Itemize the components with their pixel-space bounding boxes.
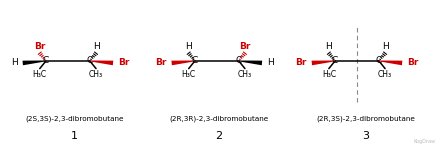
Text: (2R,3R)-2,3-dibromobutane: (2R,3R)-2,3-dibromobutane — [170, 116, 268, 122]
Text: CH₃: CH₃ — [89, 70, 103, 79]
Polygon shape — [22, 60, 46, 65]
Text: Br: Br — [155, 58, 166, 67]
Text: H: H — [185, 42, 192, 51]
Polygon shape — [239, 60, 262, 65]
Polygon shape — [379, 60, 403, 65]
Text: (2S,3S)-2,3-dibromobutane: (2S,3S)-2,3-dibromobutane — [25, 116, 124, 122]
Text: 1: 1 — [71, 131, 78, 141]
Text: H: H — [325, 42, 332, 51]
Polygon shape — [171, 60, 195, 65]
Text: C: C — [236, 56, 242, 65]
Text: H₃C: H₃C — [33, 70, 47, 79]
Text: Br: Br — [118, 58, 130, 67]
Text: C: C — [332, 56, 338, 65]
Text: H: H — [11, 58, 18, 67]
Text: H₃C: H₃C — [182, 70, 196, 79]
Text: H: H — [93, 42, 99, 51]
Text: C: C — [376, 56, 382, 65]
Polygon shape — [311, 60, 335, 65]
Text: 3: 3 — [362, 131, 369, 141]
Text: CH₃: CH₃ — [238, 70, 252, 79]
Text: KogDraw: KogDraw — [414, 139, 436, 144]
Text: CH₃: CH₃ — [378, 70, 392, 79]
Text: Br: Br — [407, 58, 419, 67]
Text: C: C — [192, 56, 198, 65]
Text: H: H — [267, 58, 274, 67]
Polygon shape — [90, 60, 113, 65]
Text: C: C — [87, 56, 93, 65]
Text: (2R,3S)-2,3-dibromobutane: (2R,3S)-2,3-dibromobutane — [316, 116, 415, 122]
Text: H₃C: H₃C — [322, 70, 336, 79]
Text: Br: Br — [34, 42, 46, 51]
Text: C: C — [43, 56, 49, 65]
Text: Br: Br — [239, 42, 251, 51]
Text: 2: 2 — [215, 131, 223, 141]
Text: H: H — [382, 42, 389, 51]
Text: Br: Br — [295, 58, 307, 67]
